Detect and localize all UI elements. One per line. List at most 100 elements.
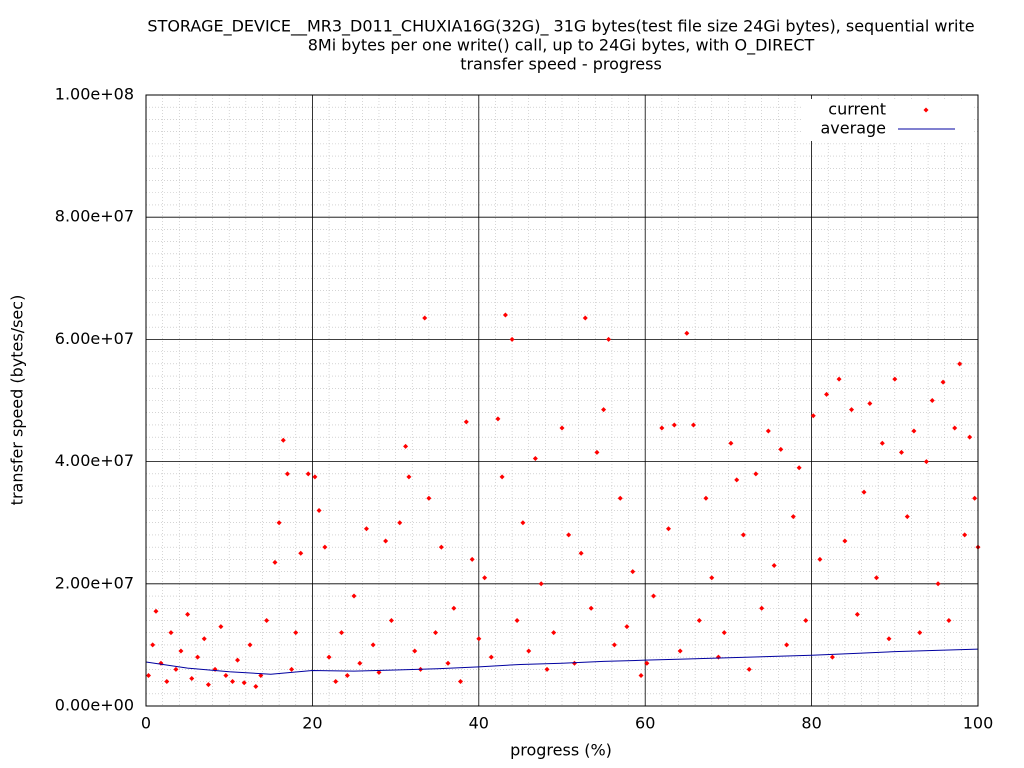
y-tick-label: 4.00e+07 (55, 451, 134, 470)
scatter-point (684, 330, 690, 336)
scatter-point (495, 416, 501, 422)
scatter-point (438, 544, 444, 550)
scatter-point (861, 489, 867, 495)
scatter-point (298, 550, 304, 556)
scatter-point (784, 642, 790, 648)
scatter-point (967, 434, 973, 440)
scatter-point (544, 666, 550, 672)
scatter-point (376, 669, 382, 675)
scatter-point (305, 471, 311, 477)
scatter-point (624, 624, 630, 630)
scatter-point (322, 544, 328, 550)
scatter-point (526, 648, 532, 654)
scatter-point (339, 630, 345, 636)
scatter-point (482, 575, 488, 581)
scatter-point (759, 605, 765, 611)
scatter-point (644, 660, 650, 666)
scatter-point (873, 575, 879, 581)
scatter-point (696, 617, 702, 623)
scatter-point (383, 538, 389, 544)
scatter-point (824, 391, 830, 397)
scatter-point (205, 682, 211, 688)
scatter-point (566, 532, 572, 538)
scatter-point (638, 672, 644, 678)
scatter-point (817, 556, 823, 562)
x-tick-label: 40 (469, 714, 489, 733)
scatter-point (403, 443, 409, 449)
x-tick-label: 20 (302, 714, 322, 733)
scatter-point (293, 630, 299, 636)
scatter-point (952, 425, 958, 431)
scatter-point (923, 459, 929, 465)
scatter-point (538, 581, 544, 587)
scatter-point (677, 648, 683, 654)
scatter-point (940, 379, 946, 385)
scatter-point (499, 474, 505, 480)
scatter-point (223, 672, 229, 678)
scatter-point (289, 666, 295, 672)
scatter-point (778, 446, 784, 452)
scatter-point (363, 526, 369, 532)
scatter-point (601, 407, 607, 413)
scatter-point (488, 654, 494, 660)
scatter-point (351, 593, 357, 599)
scatter-point (630, 569, 636, 575)
scatter-point (892, 376, 898, 382)
x-tick-label: 80 (801, 714, 821, 733)
scatter-point (264, 617, 270, 623)
scatter-point (178, 648, 184, 654)
scatter-point (721, 630, 727, 636)
scatter-point (502, 312, 508, 318)
chart-subtitle: 8Mi bytes per one write() call, up to 24… (308, 36, 815, 56)
scatter-point (611, 642, 617, 648)
legend-label: current (828, 100, 886, 119)
scatter-point (272, 559, 278, 565)
scatter-point (582, 315, 588, 321)
scatter-point (904, 514, 910, 520)
grid (145, 94, 979, 707)
scatter-point (388, 617, 394, 623)
legend-box (802, 99, 972, 141)
scatter-point (946, 617, 952, 623)
scatter-point (185, 611, 191, 617)
x-tick-label: 60 (635, 714, 655, 733)
scatter-point (957, 361, 963, 367)
scatter-point (235, 657, 241, 663)
scatter-point (532, 456, 538, 462)
y-tick-label: 8.00e+07 (55, 207, 134, 226)
scatter-point (476, 636, 482, 642)
scatter-point (280, 437, 286, 443)
x-axis-label: progress (%) (510, 741, 612, 760)
scatter-point (588, 605, 594, 611)
y-tick-label: 0.00e+00 (55, 696, 134, 715)
scatter-point (867, 401, 873, 407)
scatter-point (173, 666, 179, 672)
scatter-point (201, 636, 207, 642)
scatter-point (312, 474, 318, 480)
chart-subtitle: transfer speed - progress (460, 55, 662, 74)
scatter-point (651, 593, 657, 599)
scatter-point (972, 495, 978, 501)
scatter-point (796, 465, 802, 471)
scatter-point (426, 495, 432, 501)
scatter-point (836, 376, 842, 382)
scatter-point (284, 471, 290, 477)
scatter-point (746, 666, 752, 672)
scatter-point (241, 680, 247, 686)
scatter-point (520, 520, 526, 526)
y-axis-label: transfer speed (bytes/sec) (8, 295, 27, 506)
legend-symbol (923, 107, 929, 113)
scatter-point (765, 428, 771, 434)
scatter-point (935, 581, 941, 587)
scatter-point (929, 398, 935, 403)
scatter-point (671, 422, 677, 428)
legend-label: average (821, 119, 887, 138)
scatter-point (168, 630, 174, 636)
scatter-point (879, 440, 885, 446)
scatter-point (445, 660, 451, 666)
scatter-point (457, 679, 463, 685)
scatter-point (740, 532, 746, 538)
scatter-point (709, 575, 715, 581)
scatter-point (247, 642, 253, 648)
